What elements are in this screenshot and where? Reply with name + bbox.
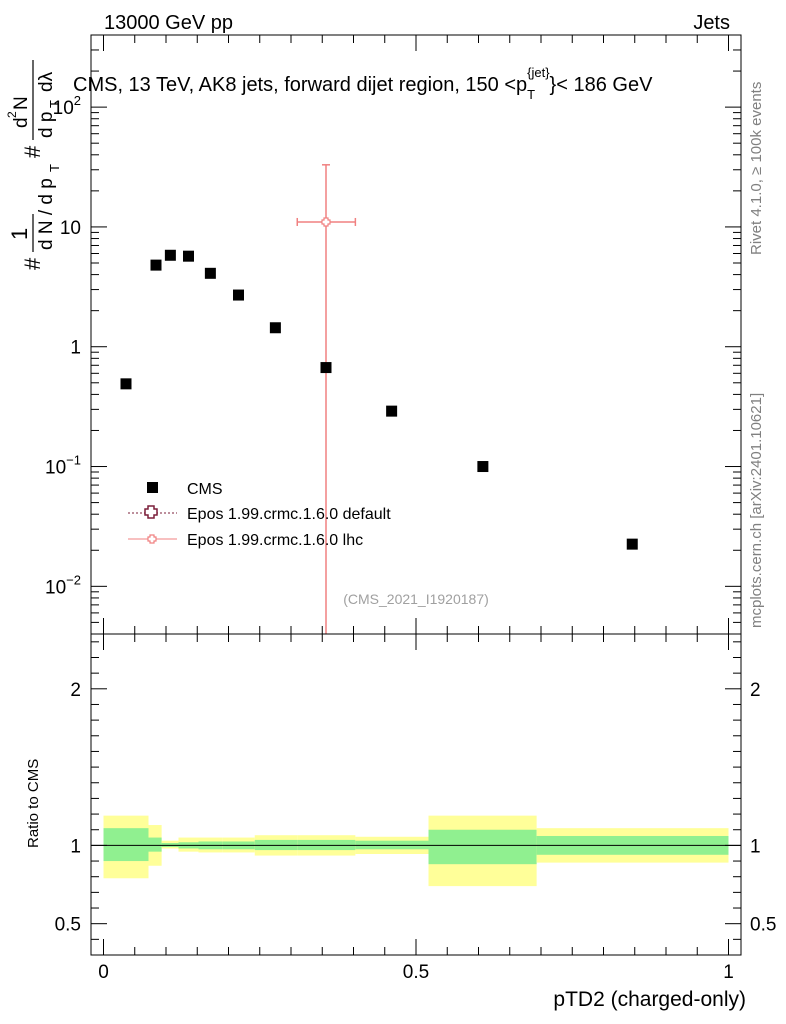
title-text-pre: CMS, 13 TeV, AK8 jets, forward dijet reg… — [73, 74, 527, 96]
main-y-tick-label: 10−2 — [45, 572, 81, 598]
analysis-watermark: (CMS_2021_I1920187) — [343, 591, 489, 607]
epos-lhc-series — [296, 164, 357, 634]
rivet-label: Rivet 4.1.0, ≥ 100k events — [748, 82, 765, 255]
tick-base: 10 — [45, 458, 66, 479]
legend-epos-default-marker — [144, 505, 158, 519]
main-title: CMS, 13 TeV, AK8 jets, forward dijet reg… — [73, 65, 653, 102]
ratio-y-axis-label: Ratio to CMS — [25, 759, 42, 848]
x-tick-label: 1 — [723, 962, 734, 983]
ratio-y-tick-label-right: 2 — [750, 680, 761, 701]
ratio-ticks — [91, 634, 741, 955]
ratio-y-tick-labels: 0.5 1 2 0.5 1 2 — [55, 680, 777, 936]
legend-epos-lhc-label: Epos 1.99.crmc.1.6.0 lhc — [187, 532, 363, 549]
tick-base: 10 — [53, 98, 74, 119]
cms-data-point — [269, 322, 281, 334]
cms-data-point — [386, 405, 398, 417]
tick-exponent: −2 — [66, 572, 81, 587]
cms-data-point — [204, 267, 216, 279]
main-y-axis-label: # 1 d N / d p T # d 2 N d p T dλ — [5, 60, 62, 270]
svg-text:dλ: dλ — [36, 71, 57, 92]
header-energy: 13000 GeV pp — [104, 12, 233, 34]
legend-epos-default-label: Epos 1.99.crmc.1.6.0 default — [187, 506, 391, 523]
ratio-y-tick-label: 2 — [70, 680, 81, 701]
title-sub: T — [527, 87, 535, 102]
main-y-ticks — [91, 34, 741, 635]
legend-cms-marker — [147, 482, 158, 493]
svg-text:2: 2 — [5, 111, 19, 118]
cms-data-point — [150, 259, 162, 271]
epos-lhc-point — [321, 217, 331, 227]
ratio-band-inner — [428, 829, 537, 865]
cms-data-point — [626, 538, 638, 550]
svg-text:#: # — [20, 257, 45, 270]
svg-text:N: N — [11, 96, 32, 110]
cms-data-point — [320, 362, 332, 374]
cms-data-point — [164, 249, 176, 261]
main-y-tick-label: 1 — [70, 338, 81, 359]
ratio-panel-frame — [90, 633, 742, 956]
x-tick-label: 0 — [98, 962, 109, 983]
mcplots-label: mcplots.cern.ch [arXiv:2401.10621] — [748, 393, 765, 628]
legend-cms-label: CMS — [187, 481, 223, 498]
ratio-band-inner — [148, 837, 162, 852]
ratio-band-inner — [103, 828, 149, 862]
tick-base: 10 — [45, 577, 66, 598]
svg-text:d: d — [11, 117, 32, 128]
x-axis-label: pTD2 (charged-only) — [553, 988, 746, 1011]
main-y-tick-label: 102 — [53, 93, 81, 119]
ratio-y-tick-label-right: 0.5 — [750, 915, 776, 936]
cms-data-point — [183, 250, 194, 262]
ratio-y-tick-label-right: 1 — [750, 836, 761, 857]
ratio-y-tick-label: 1 — [70, 836, 81, 857]
cms-series — [120, 249, 638, 550]
ratio-bands — [103, 815, 729, 887]
tick-exponent: 2 — [74, 93, 81, 108]
title-text-post: }< 186 GeV — [550, 74, 654, 96]
main-y-tick-label: 10 — [60, 218, 81, 239]
svg-text:T: T — [47, 164, 62, 172]
header-type: Jets — [693, 12, 730, 34]
legend-epos-lhc-marker — [147, 534, 157, 544]
svg-text:d N / d p: d N / d p — [36, 178, 57, 250]
tick-exponent: −1 — [66, 453, 81, 468]
cms-data-point — [233, 289, 244, 301]
svg-text:d p: d p — [36, 112, 57, 138]
x-tick-label: 0.5 — [403, 962, 429, 983]
ratio-x-tick-labels: 0 0.5 1 — [98, 962, 734, 983]
svg-text:#: # — [20, 145, 45, 158]
legend: CMS Epos 1.99.crmc.1.6.0 default Epos 1.… — [128, 481, 391, 549]
title-sup: {jet} — [527, 65, 550, 80]
cms-data-point — [120, 378, 132, 390]
cms-data-point — [477, 461, 489, 473]
ratio-y-tick-label: 0.5 — [55, 915, 81, 936]
svg-text:T: T — [47, 100, 62, 108]
svg-text:1: 1 — [7, 228, 32, 240]
main-y-tick-label: 10−1 — [45, 453, 81, 479]
main-x-ticks — [103, 35, 729, 634]
